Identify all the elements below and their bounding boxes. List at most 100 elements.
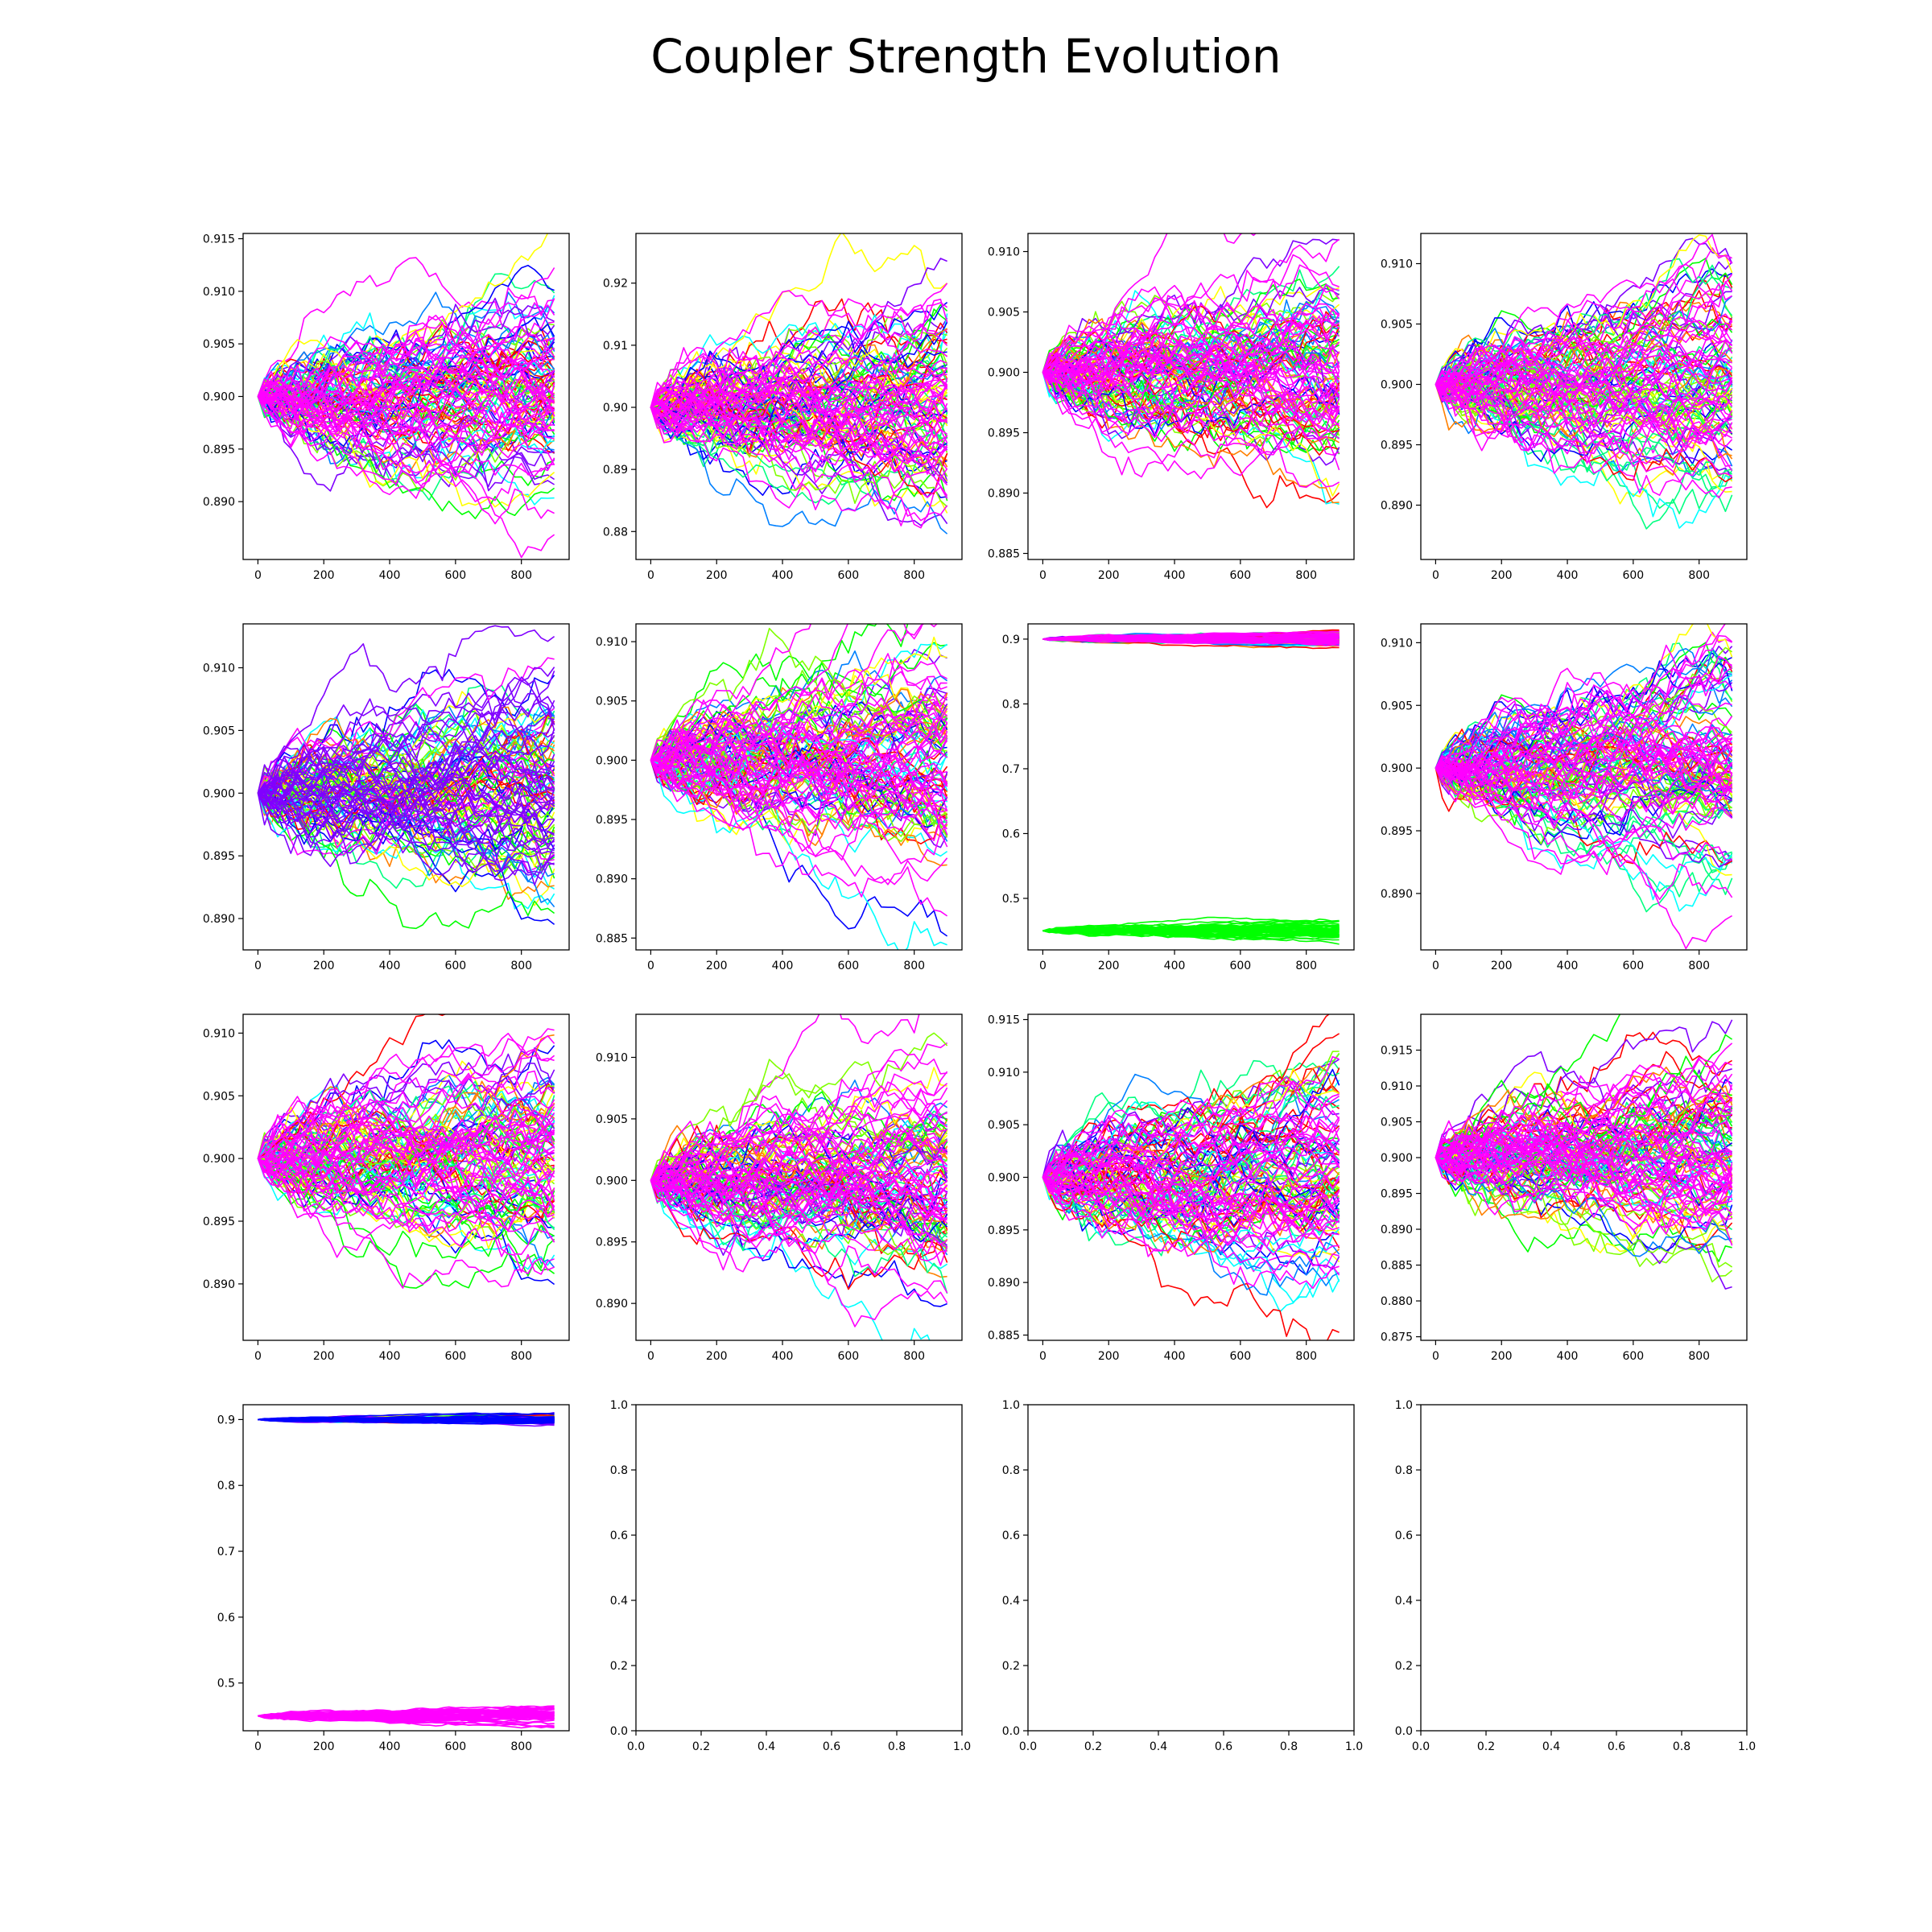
x-tick-label: 200 xyxy=(706,1350,728,1363)
series-line xyxy=(258,758,555,845)
y-tick-label: 0.890 xyxy=(1381,888,1413,901)
series-line xyxy=(1042,372,1340,442)
x-tick-label: 0 xyxy=(1432,960,1439,972)
series-line xyxy=(257,337,555,436)
y-tick-label: 0.4 xyxy=(1395,1595,1413,1608)
series-line xyxy=(257,676,555,799)
series-line xyxy=(1042,372,1340,434)
x-tick-label: 600 xyxy=(1622,960,1644,972)
y-tick-label: 0.90 xyxy=(603,402,628,415)
series-line xyxy=(258,267,555,428)
y-tick-label: 0.2 xyxy=(1002,1660,1020,1673)
series-line xyxy=(258,336,555,412)
series-line xyxy=(257,759,555,807)
series-line xyxy=(650,1155,948,1203)
subplot-10: 0 200 400 600 800 0.890 0.895 0.900 0.905 0.910 xyxy=(596,1013,963,1363)
series-line xyxy=(1435,1114,1733,1202)
y-tick-label: 0.910 xyxy=(988,246,1020,259)
series-line xyxy=(650,663,948,761)
series-line xyxy=(650,1095,948,1181)
y-tick-label: 0.905 xyxy=(988,307,1020,320)
series-line xyxy=(650,399,948,468)
series-line xyxy=(257,1055,555,1173)
series-line xyxy=(1435,324,1733,416)
series-line xyxy=(650,734,948,794)
series-line xyxy=(650,283,948,408)
series-line xyxy=(257,725,555,811)
series-line xyxy=(650,1170,948,1220)
series-line xyxy=(258,1108,555,1163)
series-line xyxy=(650,1113,948,1195)
y-tick-label: 0.880 xyxy=(1381,1295,1413,1308)
series-line xyxy=(650,385,948,455)
x-tick-label: 0 xyxy=(1039,1350,1046,1363)
y-tick-label: 0.890 xyxy=(203,1278,235,1291)
y-tick-label: 0.8 xyxy=(1002,1464,1020,1477)
x-tick-label: 400 xyxy=(379,1350,401,1363)
x-tick-label: 600 xyxy=(1622,1350,1644,1363)
series-line xyxy=(1042,332,1340,431)
series-lines xyxy=(1042,629,1340,945)
series-line xyxy=(1435,1137,1733,1220)
subplot-8: 0 200 400 600 800 0.890 0.895 0.900 0.905 0.910 xyxy=(1381,623,1748,972)
series-line xyxy=(650,1179,931,1340)
y-tick-label: 0.6 xyxy=(1395,1530,1413,1542)
series-line xyxy=(650,378,947,435)
y-tick-label: 1.0 xyxy=(1002,1399,1020,1412)
series-line xyxy=(1042,1124,1340,1233)
series-line xyxy=(1042,920,1340,932)
series-line xyxy=(1042,334,1340,423)
x-tick-label: 600 xyxy=(444,960,466,972)
series-line xyxy=(1435,1084,1733,1158)
y-tick-label: 0.915 xyxy=(203,233,235,246)
series-line xyxy=(650,737,947,809)
series-line xyxy=(257,728,555,803)
series-line xyxy=(257,233,549,397)
series-line xyxy=(258,1705,555,1719)
series-line xyxy=(257,1090,555,1192)
series-line xyxy=(257,1158,555,1258)
series-line xyxy=(1042,238,1340,381)
y-tick-label: 0.900 xyxy=(203,391,235,404)
series-line xyxy=(258,753,555,821)
x-tick-label: 400 xyxy=(1164,960,1186,972)
series-line xyxy=(1042,1164,1340,1220)
series-line xyxy=(650,382,948,460)
series-line xyxy=(650,407,948,496)
y-tick-label: 0.895 xyxy=(988,1224,1020,1237)
series-line xyxy=(650,1175,948,1294)
series-line xyxy=(1042,321,1340,381)
series-line xyxy=(258,785,555,886)
series-line xyxy=(1435,359,1733,472)
y-tick-label: 0.905 xyxy=(203,1090,235,1103)
x-tick-label: 600 xyxy=(444,1350,466,1363)
series-line xyxy=(257,350,555,407)
x-tick-label: 0 xyxy=(1039,569,1046,582)
y-tick-label: 0.7 xyxy=(1002,763,1020,776)
series-line xyxy=(257,316,555,409)
series-line xyxy=(650,669,948,778)
series-line xyxy=(650,624,812,770)
x-tick-label: 200 xyxy=(313,1350,335,1363)
series-line xyxy=(257,396,555,502)
y-tick-label: 0.910 xyxy=(1381,258,1413,271)
series-line xyxy=(257,1113,555,1189)
series-line xyxy=(650,258,947,418)
series-line xyxy=(1042,1176,1340,1257)
series-line xyxy=(257,657,555,794)
subplot-4: 0 200 400 600 800 0.890 0.895 0.900 0.905 0.910 xyxy=(1381,233,1748,582)
x-tick-label: 200 xyxy=(313,569,335,582)
series-line xyxy=(650,730,948,832)
axes-frame xyxy=(1420,623,1748,951)
series-line xyxy=(650,1158,948,1213)
x-tick-label: 0 xyxy=(1039,960,1046,972)
x-tick-label: 0.2 xyxy=(692,1740,710,1753)
series-lines xyxy=(1435,624,1733,950)
series-lines xyxy=(1042,233,1340,509)
series-line xyxy=(1435,349,1733,393)
y-tick-label: 0.900 xyxy=(203,1153,235,1166)
y-tick-label: 0.4 xyxy=(1002,1595,1020,1608)
series-line xyxy=(1435,726,1733,789)
series-line xyxy=(258,792,555,930)
series-line xyxy=(650,349,948,408)
